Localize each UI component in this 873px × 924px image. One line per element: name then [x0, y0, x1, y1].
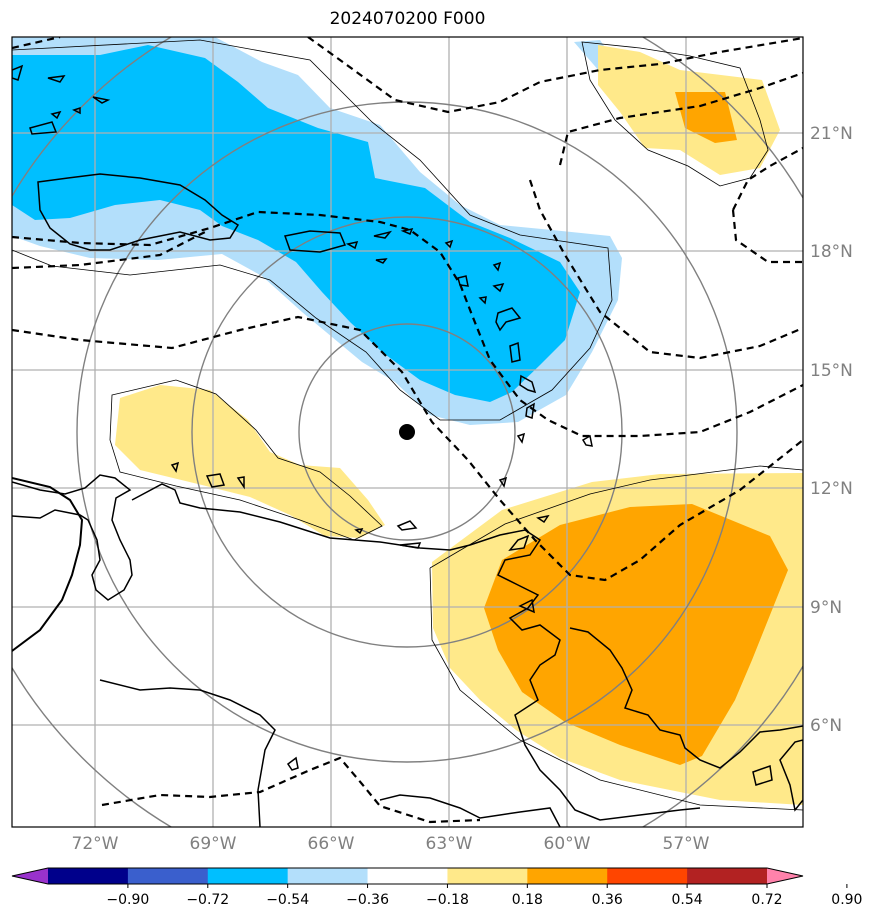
colorbar-segment: [207, 868, 289, 884]
colorbar-tick-label: −0.54: [266, 892, 309, 908]
colorbar-segment: [287, 868, 369, 884]
lon-label: 57°W: [663, 834, 710, 854]
thin-contours: [12, 39, 803, 811]
lon-label: 63°W: [426, 834, 473, 854]
colorbar-segment: [127, 868, 209, 884]
colorbar-tick-label: −0.90: [106, 892, 149, 908]
colorbar: −0.90 −0.72 −0.54 −0.36 −0.18 0.18 0.36 0.54 0.7…: [11, 867, 862, 908]
colorbar-extend-high: [767, 868, 803, 884]
lat-label: 12°N: [810, 479, 853, 499]
colorbar-tick-label: 0.36: [592, 892, 623, 908]
colorbar-tick-label: 0.90: [831, 892, 862, 908]
colorbar-tick-label: −0.36: [346, 892, 389, 908]
graticule: [12, 37, 803, 827]
lat-label: 9°N: [810, 598, 842, 618]
lat-label: 15°N: [810, 361, 853, 381]
map-frame: [11, 36, 804, 828]
colorbar-segment: [367, 868, 448, 884]
lat-label: 18°N: [810, 242, 853, 262]
lon-label: 69°W: [190, 834, 237, 854]
colorbar-tick-label: 0.18: [512, 892, 543, 908]
lat-label: 21°N: [810, 124, 853, 144]
colorbar-tick-label: −0.72: [186, 892, 229, 908]
colorbar-segment: [607, 868, 688, 884]
lon-label: 66°W: [308, 834, 355, 854]
map-area: [12, 37, 803, 827]
colorbar-segment: [48, 868, 129, 884]
dashed-contours: [12, 37, 803, 824]
coastlines: [12, 64, 803, 827]
negative-strong-field: [12, 45, 580, 402]
borders: [12, 477, 84, 652]
colorbar-tick-label: 0.72: [751, 892, 782, 908]
lon-labels: 72°W 69°W 66°W 63°W 60°W 57°W: [72, 834, 710, 854]
colorbar-extend-low: [12, 868, 48, 884]
lon-label: 72°W: [72, 834, 119, 854]
colorbar-segment: [687, 868, 768, 884]
storm-center-marker: [399, 424, 415, 440]
lat-labels: 21°N 18°N 15°N 12°N 9°N 6°N: [810, 124, 853, 736]
positive-strong-field: [484, 92, 788, 765]
colorbar-segment: [527, 868, 608, 884]
colorbar-tick-label: 0.54: [672, 892, 703, 908]
range-rings: [12, 37, 803, 827]
lon-label: 60°W: [544, 834, 591, 854]
colorbar-segment: [447, 868, 528, 884]
map-title: 2024070200 F000: [329, 9, 486, 29]
colorbar-tick-label: −0.18: [426, 892, 469, 908]
lat-label: 6°N: [810, 716, 842, 736]
